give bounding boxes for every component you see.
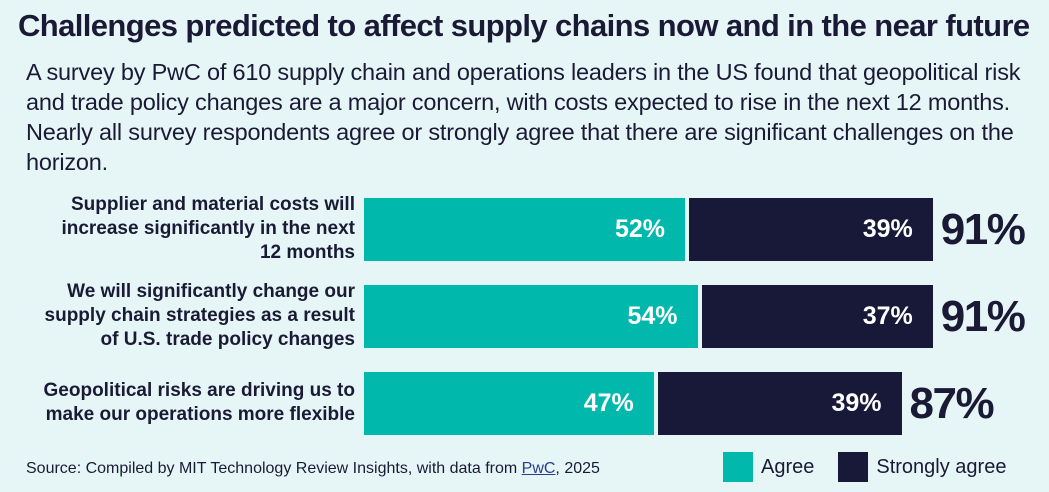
total-label: 91% xyxy=(940,205,1026,254)
category-label-line: of U.S. trade policy changes xyxy=(100,328,355,350)
legend-swatch-strongly-agree xyxy=(838,452,869,482)
data-label: 47% xyxy=(583,389,634,417)
bar-agree: 52% xyxy=(364,198,685,261)
category-label-line: We will significantly change our xyxy=(67,280,355,302)
bar-strongly-agree: 37% xyxy=(701,285,933,348)
category-label-line: increase significantly in the next xyxy=(61,217,355,239)
legend: Agree Strongly agree xyxy=(723,452,1030,482)
legend-label-agree: Agree xyxy=(761,455,815,478)
bar-strongly-agree: 39% xyxy=(689,198,933,261)
source-prefix: Source: Compiled by MIT Technology Revie… xyxy=(26,460,522,477)
total-label: 91% xyxy=(940,292,1026,341)
data-label: 52% xyxy=(614,215,665,243)
total-label: 87% xyxy=(909,379,995,428)
bar-strongly-agree: 39% xyxy=(657,372,902,435)
chart-subtitle: A survey by PwC of 610 supply chain and … xyxy=(26,59,1021,175)
data-label: 37% xyxy=(862,302,913,330)
category-label-line: 12 months xyxy=(259,241,355,263)
category-label: Supplier and material costs will increase… xyxy=(61,193,355,265)
legend-swatch-agree xyxy=(723,452,753,482)
source-note: Source: Compiled by MIT Technology Revie… xyxy=(26,460,600,478)
bar-agree: 54% xyxy=(364,285,698,348)
data-label: 54% xyxy=(627,302,678,330)
category-label: Geopolitical risks are driving us to make… xyxy=(44,379,355,427)
data-label: 39% xyxy=(831,389,882,417)
category-label-line: make our operations more flexible xyxy=(45,403,355,425)
chart-title: Challenges predicted to affect supply ch… xyxy=(18,8,1030,43)
bar-agree: 47% xyxy=(364,372,654,435)
category-label-line: Supplier and material costs will xyxy=(70,193,355,215)
category-label-line: supply chain strategies as a result xyxy=(44,304,355,326)
category-label: We will significantly change our supply c… xyxy=(45,280,355,352)
legend-label-strongly-agree: Strongly agree xyxy=(876,455,1007,478)
source-suffix: , 2025 xyxy=(555,460,600,477)
source-link-pwc[interactable]: PwC xyxy=(521,460,556,477)
category-label-line: Geopolitical risks are driving us to xyxy=(43,379,355,401)
data-label: 39% xyxy=(862,215,913,243)
